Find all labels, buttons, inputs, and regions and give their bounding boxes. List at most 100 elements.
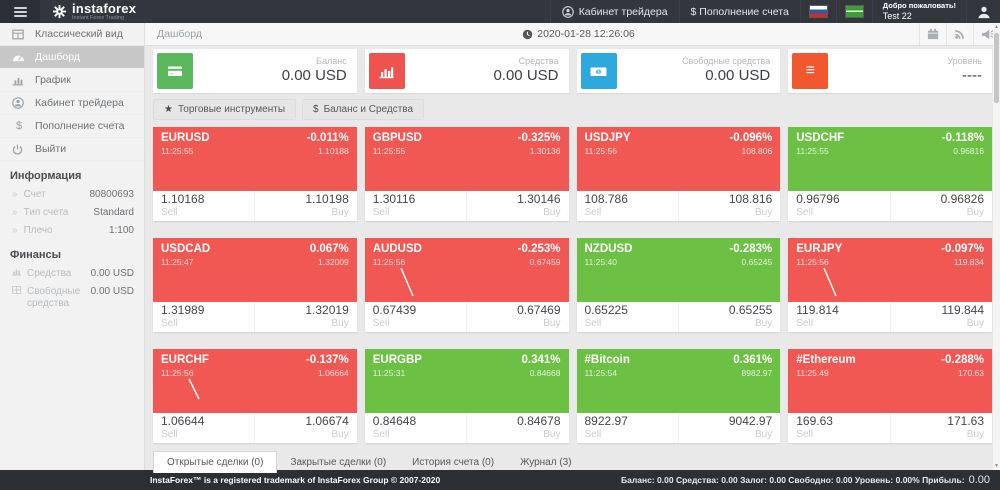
sidebar-item-dashboard[interactable]: Дашборд <box>0 46 144 69</box>
sell-button[interactable]: 169.63 Sell <box>796 414 833 440</box>
menu-icon: ≡ <box>792 53 829 89</box>
sell-button[interactable]: 0.84648 Sell <box>372 414 417 440</box>
buy-button[interactable]: 0.65255 Buy <box>677 302 780 332</box>
tab-closed-deals[interactable]: Закрытые сделки (0) <box>290 457 387 468</box>
balance-card: Баланс 0.00 USD <box>153 49 357 93</box>
buy-button[interactable]: 9042.97 Buy <box>677 413 780 443</box>
finance-row-equity: Средства 0.00 USD <box>0 265 144 283</box>
megaphone-icon[interactable] <box>973 23 1000 45</box>
dashboard-icon <box>12 52 26 62</box>
scroll-down-icon[interactable]: ▼ <box>994 463 999 469</box>
sidebar-item-label: Классический вид <box>35 28 123 40</box>
quote-tile-nzdusd[interactable]: NZDUSD -0.283% 11:25:40 0.65245 0.65225 Sel… <box>576 238 781 332</box>
sidebar-item-chart[interactable]: График <box>0 69 144 92</box>
balance-funds-button[interactable]: $ Баланс и Средства <box>302 99 425 120</box>
sell-button[interactable]: 1.06644 Sell <box>161 414 205 440</box>
sidebar-item-classic-view[interactable]: Классический вид <box>0 23 144 46</box>
trader-cabinet-link[interactable]: Кабинет трейдера <box>549 0 679 23</box>
finance-section-title: Финансы <box>10 249 62 261</box>
last-price: 1.30136 <box>529 145 561 156</box>
tab-journal[interactable]: Журнал (3) <box>520 457 572 468</box>
stat-value: 0.00 USD <box>493 67 559 85</box>
quote-tile-eurchf[interactable]: EURCHF -0.137% 11:25:56 1.06664 1.06644 Sel… <box>153 349 357 443</box>
buy-button[interactable]: 1.06674 Buy <box>254 413 356 443</box>
buy-button[interactable]: 119.844 Buy <box>889 302 992 332</box>
calendar-icon[interactable] <box>919 23 946 45</box>
sell-button[interactable]: 0.67439 Sell <box>372 303 417 329</box>
sell-button[interactable]: 119.814 Sell <box>796 303 839 329</box>
quote-tile-usdjpy[interactable]: USDJPY -0.096% 11:25:56 108.806 108.786 Sel… <box>576 127 781 221</box>
quote-time: 11:25:56 <box>584 145 617 156</box>
buy-button[interactable]: 0.96826 Buy <box>889 191 992 221</box>
symbol-label: EURCHF <box>161 354 209 366</box>
quote-time: 11:25:47 <box>161 256 194 267</box>
change-percent: -0.011% <box>306 132 349 144</box>
sell-button[interactable]: 108.786 Sell <box>584 192 628 218</box>
vertical-scrollbar[interactable]: ▲ ▼ <box>993 23 1000 470</box>
sell-button[interactable]: 1.10168 Sell <box>161 192 205 218</box>
tab-account-history[interactable]: История счета (0) <box>412 457 495 468</box>
buy-button[interactable]: 0.67469 Buy <box>466 302 568 332</box>
hamburger-menu-icon[interactable] <box>0 0 40 23</box>
language-flag-icon[interactable] <box>835 0 872 23</box>
instaforex-logo[interactable]: instaforex Instant Forex Trading <box>40 2 136 22</box>
rss-icon[interactable] <box>946 23 973 45</box>
info-row-account: » Счет 80800693 <box>12 189 134 200</box>
sparkline <box>188 378 200 400</box>
quote-tile-bitcoin[interactable]: #Bitcoin 0.361% 11:25:54 8982.97 8922.97 Se… <box>576 349 781 443</box>
sell-button[interactable]: 0.65225 Sell <box>584 303 628 329</box>
logo-tagline: Instant Forex Trading <box>72 14 124 21</box>
datetime-text: 2020-01-28 12:26:06 <box>537 28 635 40</box>
buy-button[interactable]: 1.10198 Buy <box>254 191 356 221</box>
welcome-text: Добро пожаловать! <box>882 1 956 11</box>
russian-flag-icon[interactable] <box>799 0 836 23</box>
toolbar: ★ Торговые инструменты $ Баланс и Средст… <box>153 99 992 120</box>
svg-text:$: $ <box>597 69 600 75</box>
chevrons-icon: » <box>12 189 18 200</box>
quote-tile-ethereum[interactable]: #Ethereum -0.288% 11:25:49 170.63 169.63 Se… <box>788 349 992 443</box>
quote-tile-usdchf[interactable]: USDCHF -0.118% 11:25:55 0.96816 0.96796 Sel… <box>788 127 992 221</box>
deposit-link[interactable]: $ Пополнение счета <box>678 0 800 23</box>
breadcrumb-bar: Дашборд 2020-01-28 12:26:06 <box>145 23 1000 46</box>
quote-tile-audusd[interactable]: AUDUSD -0.253% 11:25:56 0.67459 0.67439 Sel… <box>364 238 569 332</box>
quote-tile-eurjpy[interactable]: EURJPY -0.097% 11:25:56 119.834 119.814 Sel… <box>788 238 992 332</box>
scrollbar-thumb[interactable] <box>994 33 999 103</box>
buy-button[interactable]: 171.63 Buy <box>889 413 992 443</box>
change-percent: -0.253% <box>517 243 561 255</box>
quote-tile-eurgbp[interactable]: EURGBP 0.341% 11:25:31 0.84668 0.84648 Sell… <box>364 349 569 443</box>
quote-tile-usdcad[interactable]: USDCAD 0.067% 11:25:47 1.32009 1.31989 Sell… <box>153 238 357 332</box>
profit-value: 0.00 <box>968 474 990 486</box>
stat-label: Баланс <box>316 56 347 66</box>
quote-time: 11:25:55 <box>372 145 406 156</box>
change-percent: 0.361% <box>733 354 773 366</box>
last-price: 8982.97 <box>741 367 773 378</box>
quote-tile-gbpusd[interactable]: GBPUSD -0.325% 11:25:55 1.30136 1.30116 Sel… <box>364 127 569 221</box>
sell-button[interactable]: 1.30116 Sell <box>372 192 416 218</box>
tab-open-deals[interactable]: Открытые сделки (0) <box>153 451 278 473</box>
sell-button[interactable]: 1.31989 Sell <box>161 303 205 329</box>
buy-button[interactable]: 108.816 Buy <box>677 191 780 221</box>
quote-tile-eurusd[interactable]: EURUSD -0.011% 11:25:55 1.10188 1.10168 Sel… <box>153 127 357 221</box>
change-percent: -0.325% <box>517 132 561 144</box>
sell-button[interactable]: 0.96796 Sell <box>796 192 840 218</box>
table-icon <box>12 29 26 40</box>
info-section-title: Информация <box>10 170 82 182</box>
sidebar-item-deposit[interactable]: $ Пополнение счета <box>0 115 144 138</box>
footer-bar: InstaForex™ is a registered trademark of… <box>0 470 1000 490</box>
quote-tiles-grid: EURUSD -0.011% 11:25:55 1.10188 1.10168 Sel… <box>153 127 992 443</box>
copyright-text: InstaForex™ is a registered trademark of… <box>150 475 441 485</box>
trading-instruments-button[interactable]: ★ Торговые инструменты <box>153 99 296 120</box>
scroll-up-icon[interactable]: ▲ <box>994 24 999 30</box>
stat-cards-row: Баланс 0.00 USD Средства 0.00 USD <box>153 49 992 93</box>
sidebar-item-logout[interactable]: Выйти <box>0 138 144 161</box>
sell-button[interactable]: 8922.97 Sell <box>584 414 628 440</box>
avatar[interactable] <box>966 0 1000 23</box>
mini-chart-icon <box>12 268 21 280</box>
buy-button[interactable]: 1.30146 Buy <box>466 191 568 221</box>
dollar-icon: $ <box>15 120 23 132</box>
sidebar-item-trader-cabinet[interactable]: Кабинет трейдера <box>0 92 144 115</box>
last-price: 1.06664 <box>318 367 349 378</box>
buy-button[interactable]: 1.32019 Buy <box>254 302 356 332</box>
power-icon <box>12 144 26 155</box>
buy-button[interactable]: 0.84678 Buy <box>466 413 568 443</box>
